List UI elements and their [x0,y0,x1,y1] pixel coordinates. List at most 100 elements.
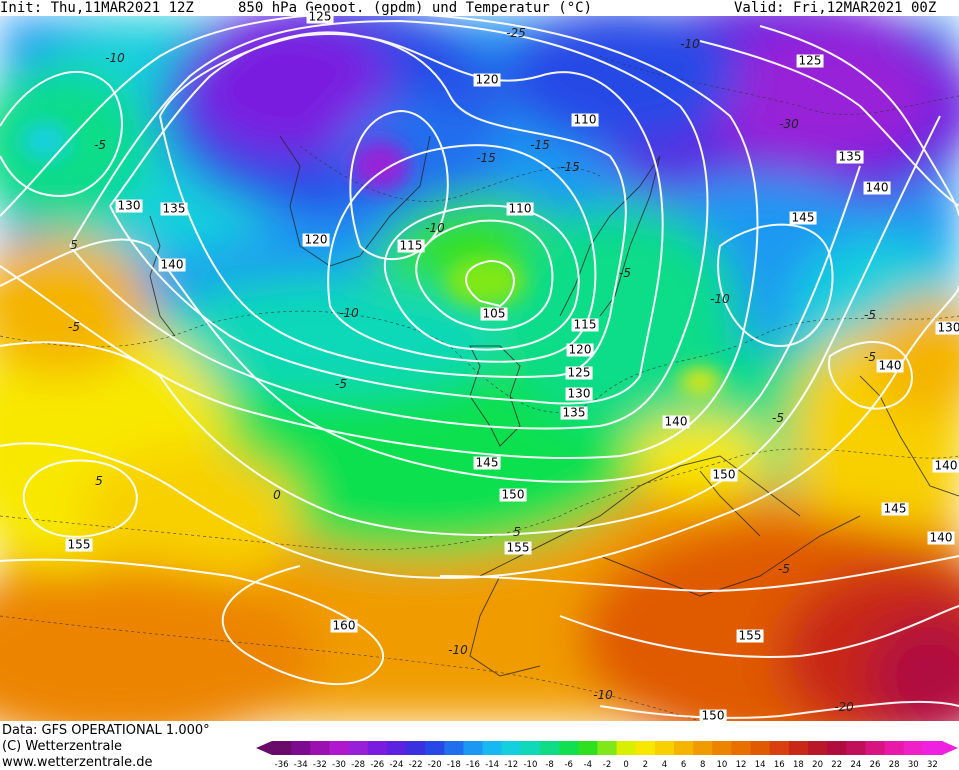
colorbar-tick-label: 2 [643,760,648,770]
colorbar-tick-label: -36 [275,760,289,770]
isotherm-label: -5 [778,562,790,576]
isotherm-label: -5 [772,411,784,425]
colorbar-tick-label: 28 [889,760,900,770]
colorbar-tick-label: 26 [870,760,881,770]
isohypse-label: 130 [935,321,959,335]
colorbar-tick-label: -14 [485,760,499,770]
colorbar-tick-label: -10 [523,760,537,770]
colorbar-tick-label: 8 [700,760,705,770]
isotherm-label: -10 [593,688,613,702]
colorbar-cell [884,741,905,755]
isohypse-label: 145 [789,210,817,225]
isohypse-label: 155 [65,537,93,552]
isohypse-label: 125 [796,53,824,68]
colorbar-cell [769,741,790,755]
isohypse-label: 130 [115,198,143,213]
colorbar-tick-label: -28 [351,760,365,770]
copyright: (C) Wetterzentrale [2,739,123,754]
isohypse-label: 140 [932,458,959,473]
colorbar-cell [635,741,656,755]
isotherm-label: -5 [864,308,876,322]
colorbar-cell [654,741,675,755]
colorbar-tick-label: -30 [332,760,346,770]
colorbar-tick-label: 20 [812,760,823,770]
temperature-colorbar: -36 -34 -32 -30 -28 -26 -24 -22 -20 -18 -16 -14 -12-… [256,741,958,770]
isohypse-label: 145 [881,501,909,516]
isotherm-label: 5 [95,474,103,488]
isohypse-label: 125 [306,9,334,24]
isohypse-label: 110 [506,201,534,216]
temperature-accents [20,121,720,393]
isotherm-label: -10 [339,306,359,320]
colorbar-tick-label: -4 [584,760,592,770]
colorbar-cell [482,741,503,755]
colorbar-cell [559,741,579,755]
colorbar-cell [444,741,464,755]
isohypse-label: 155 [504,540,532,555]
colorbar-cell [865,741,886,755]
colorbar-tick-label: -24 [389,760,403,770]
isohypse-label: 120 [566,342,594,357]
colorbar-cell [597,741,618,755]
isohypse-label: 135 [836,149,864,164]
colorbar-cell [386,741,407,755]
colorbar-cell [903,741,924,755]
isotherm-label: 0 [273,488,281,502]
isohypse-label: 140 [876,358,904,373]
colorbar-cell [578,741,598,755]
isohypse-label: 140 [662,414,690,429]
colorbar-tick-label: -12 [504,760,518,770]
isotherm-label: 5 [70,238,78,252]
isohypse-label: 140 [158,257,186,272]
colorbar-cell [750,741,771,755]
colorbar-cell [712,741,732,755]
colorbar-tick-label: 10 [716,760,727,770]
isohypse-label: 150 [710,467,738,482]
colorbar-tick-label: 14 [755,760,766,770]
isohypse-label: 105 [480,306,508,321]
colorbar-tick-label: 12 [736,760,747,770]
colorbar-cell [520,741,541,755]
isohypse-label: 130 [565,386,593,401]
colorbar-tick-label: -6 [564,760,572,770]
colorbar-tick-label: 0 [623,760,628,770]
isotherm-label: -5 [864,350,876,364]
colorbar-tick-label: -22 [409,760,423,770]
colorbar-cell [808,741,828,755]
isohypse-label: 135 [560,405,588,420]
isohypse-label: 140 [927,530,955,545]
colorbar-tick-label: -20 [428,760,442,770]
colorbar-cell [616,741,637,755]
isotherm-label: -5 [94,138,106,152]
colorbar-cell [272,741,292,755]
colorbar-cell [406,741,426,755]
isotherm-label: 5 [513,525,521,539]
isohypse-label: 120 [302,232,330,247]
colorbar-tick-label: 6 [681,760,686,770]
colorbar-tick-label: -16 [466,760,480,770]
isotherm-label: -5 [619,266,631,280]
init-time: Init: Thu,11MAR2021 12Z [0,0,194,16]
coastlines [149,135,959,677]
colorbar-tick-label: -32 [313,760,327,770]
chart-title: 850 hPa Geopot. (gpdm) und Temperatur (°… [238,0,593,16]
weather-map [0,16,959,721]
colorbar-cell [827,741,847,755]
colorbar-tick-label: -18 [447,760,461,770]
isotherm-label: -25 [506,26,526,40]
colorbar-arrow-right [942,741,958,755]
colorbar-tick-label: 22 [831,760,842,770]
temperature-isotherms [0,55,959,721]
colorbar-tick-label: -34 [294,760,308,770]
colorbar-cell [425,741,445,755]
colorbar-cell [367,741,388,755]
valid-time: Valid: Fri,12MAR2021 00Z [734,0,937,16]
colorbar-cell [674,741,694,755]
data-source: Data: GFS OPERATIONAL 1.000° [2,723,210,738]
colorbar-tick-label: -26 [370,760,384,770]
colorbar-cell [348,741,369,755]
isohypse-label: 150 [499,487,527,502]
colorbar-cell [291,741,311,755]
colorbar-tick-label: 32 [927,760,938,770]
isohypse-label: 135 [160,201,188,216]
